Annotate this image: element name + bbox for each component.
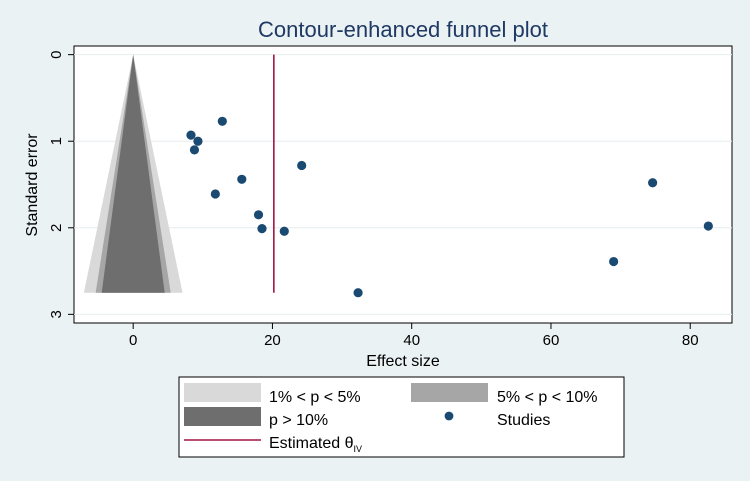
y-axis: 0 1 2 3: [48, 50, 74, 319]
y-tick-label: 1: [48, 137, 65, 145]
study-point: [648, 178, 658, 188]
x-tick-label: 20: [264, 332, 281, 349]
study-point: [217, 116, 227, 126]
legend-label: 1% < p < 5%: [269, 389, 361, 406]
x-tick-label: 80: [682, 332, 699, 349]
legend-label: Estimated θIV: [269, 435, 362, 454]
gridlines: [74, 54, 732, 315]
contour-region: [101, 54, 165, 293]
study-point: [279, 226, 289, 236]
legend-swatch: [184, 383, 261, 402]
plot-area: [73, 45, 733, 324]
legend-label-subscript: IV: [353, 444, 362, 454]
legend: 1% < p < 5% 5% < p < 10% p > 10% Studies Est…: [184, 383, 598, 454]
study-point: [186, 130, 196, 140]
study-point: [257, 224, 267, 234]
study-point: [609, 256, 619, 267]
study-point: [189, 145, 200, 155]
study-point: [353, 288, 363, 298]
y-tick-label: 0: [48, 50, 65, 58]
study-points: [186, 116, 713, 298]
study-point: [193, 136, 203, 146]
legend-swatch: [184, 407, 261, 426]
x-tick-label: 40: [403, 332, 420, 349]
legend-marker: [444, 411, 454, 421]
study-point: [703, 221, 713, 231]
legend-swatch: [411, 383, 488, 402]
legend-label: Studies: [497, 412, 550, 429]
y-tick-label: 2: [48, 224, 65, 232]
chart-title: Contour-enhanced funnel plot: [258, 17, 548, 42]
x-axis-title: Effect size: [366, 353, 440, 370]
x-axis: 0 20 40 60 80: [129, 323, 699, 349]
x-tick-label: 0: [129, 332, 137, 349]
y-axis-title: Standard error: [24, 133, 41, 237]
study-point: [297, 160, 307, 171]
y-tick-label: 3: [48, 310, 65, 318]
study-point: [237, 174, 247, 184]
significance-contours: [83, 54, 183, 293]
legend-label: 5% < p < 10%: [497, 389, 598, 406]
study-point: [253, 210, 264, 220]
legend-label: p > 10%: [269, 412, 328, 429]
study-point: [210, 189, 220, 199]
x-tick-label: 60: [543, 332, 560, 349]
